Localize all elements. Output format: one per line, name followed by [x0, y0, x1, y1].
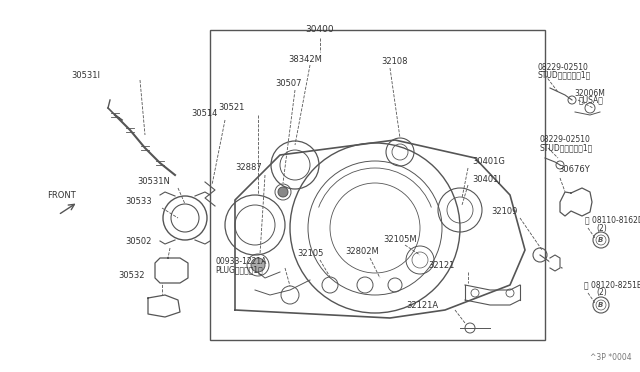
Text: (2): (2): [596, 224, 607, 232]
Polygon shape: [235, 140, 525, 318]
Text: 08229-02510: 08229-02510: [538, 64, 589, 73]
Text: B: B: [598, 237, 604, 243]
Text: FRONT: FRONT: [47, 192, 76, 201]
Bar: [210, 30, 545, 340]
Text: 30514: 30514: [191, 109, 218, 118]
Text: Ⓑ 08110-8162D: Ⓑ 08110-8162D: [585, 215, 640, 224]
Text: 32802M: 32802M: [345, 247, 379, 257]
Polygon shape: [148, 295, 180, 317]
Text: 38342M: 38342M: [288, 55, 322, 64]
Text: 00933-1221A: 00933-1221A: [215, 257, 266, 266]
Text: 〈USA〉: 〈USA〉: [579, 96, 604, 105]
Text: (2): (2): [596, 289, 607, 298]
Text: 32006M: 32006M: [574, 89, 605, 97]
Text: 30502: 30502: [125, 237, 152, 247]
Text: STUDスタッド〈1〉: STUDスタッド〈1〉: [538, 71, 591, 80]
Text: 30532: 30532: [118, 270, 145, 279]
Text: 32105: 32105: [297, 248, 323, 257]
Text: STUDスタッド〈1〉: STUDスタッド〈1〉: [540, 144, 593, 153]
Circle shape: [251, 258, 265, 272]
Text: 32121: 32121: [429, 260, 455, 269]
Text: 32109: 32109: [492, 208, 518, 217]
Text: 30676Y: 30676Y: [558, 166, 589, 174]
Text: 30533: 30533: [125, 198, 152, 206]
Text: 32105M: 32105M: [383, 235, 417, 244]
Polygon shape: [560, 188, 592, 216]
Text: 30531N: 30531N: [137, 177, 170, 186]
Text: 30401G: 30401G: [472, 157, 505, 167]
Text: 30521: 30521: [219, 103, 245, 112]
Polygon shape: [550, 255, 560, 271]
Text: PLUGプラグ〔1〕: PLUGプラグ〔1〕: [215, 266, 263, 275]
Text: 32108: 32108: [381, 58, 408, 67]
Text: 30531I: 30531I: [71, 71, 100, 80]
Text: 32121A: 32121A: [406, 301, 438, 310]
Text: B: B: [598, 302, 604, 308]
Text: 30401J: 30401J: [472, 174, 501, 183]
Text: 08229-02510: 08229-02510: [540, 135, 591, 144]
Circle shape: [278, 187, 288, 197]
Text: 30507: 30507: [275, 78, 301, 87]
Polygon shape: [155, 258, 188, 283]
Text: Ⓑ 08120-8251E: Ⓑ 08120-8251E: [584, 280, 640, 289]
Text: ^3P *0004: ^3P *0004: [590, 353, 632, 362]
Text: 30400: 30400: [306, 26, 334, 35]
Text: 32887: 32887: [236, 164, 262, 173]
